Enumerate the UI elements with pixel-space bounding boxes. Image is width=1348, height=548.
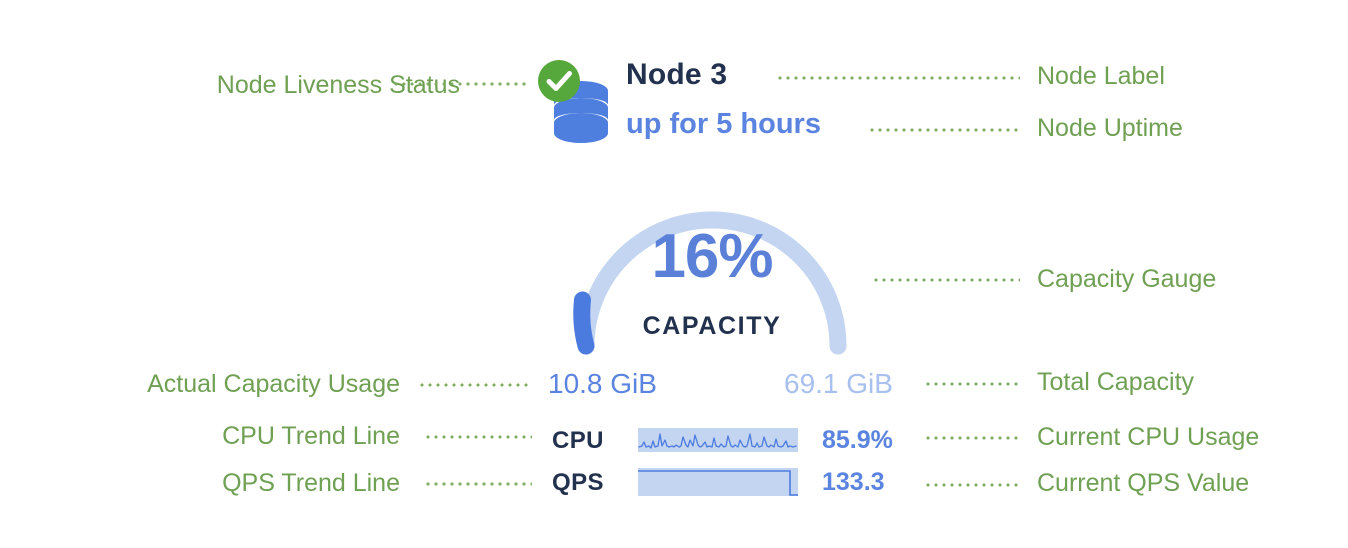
qps-trend-sparkline [638, 468, 798, 496]
total-capacity-value: 69.1 GiB [784, 368, 893, 399]
annotation-current-qps-value: Current QPS Value [1037, 469, 1250, 497]
qps-metric-label: QPS [552, 469, 604, 496]
leader-actual-capacity-usage [418, 383, 530, 387]
annotation-node-label: Node Label [1037, 62, 1165, 90]
leader-qps-trend-line [424, 482, 532, 486]
annotation-capacity-gauge: Capacity Gauge [1037, 265, 1217, 293]
database-live-icon [536, 58, 612, 146]
node-label: Node 3 [626, 58, 728, 91]
leader-node-label [776, 76, 1020, 80]
cpu-trend-sparkline [638, 428, 798, 452]
capacity-gauge [556, 160, 868, 360]
capacity-gauge-caption: CAPACITY [642, 312, 782, 340]
actual-capacity-usage-value: 10.8 GiB [548, 368, 657, 399]
current-cpu-usage-value: 85.9% [822, 426, 893, 454]
leader-current-cpu-usage [924, 436, 1020, 440]
leader-current-qps-value [924, 483, 1020, 487]
leader-capacity-gauge [872, 278, 1020, 282]
annotation-total-capacity: Total Capacity [1037, 368, 1195, 396]
leader-node-uptime [868, 128, 1020, 132]
leader-cpu-trend-line [424, 435, 532, 439]
current-qps-value: 133.3 [822, 468, 885, 496]
cpu-metric-label: CPU [552, 427, 604, 454]
leader-total-capacity [924, 382, 1020, 386]
annotation-node-uptime: Node Uptime [1037, 114, 1183, 142]
annotation-cpu-trend-line: CPU Trend Line [222, 422, 400, 450]
leader-node-liveness-status [392, 82, 528, 86]
capacity-gauge-percent: 16% [651, 222, 773, 291]
node-uptime: up for 5 hours [626, 108, 821, 140]
annotation-qps-trend-line: QPS Trend Line [222, 469, 400, 497]
annotation-actual-capacity-usage: Actual Capacity Usage [147, 370, 400, 398]
annotation-current-cpu-usage: Current CPU Usage [1037, 423, 1260, 451]
